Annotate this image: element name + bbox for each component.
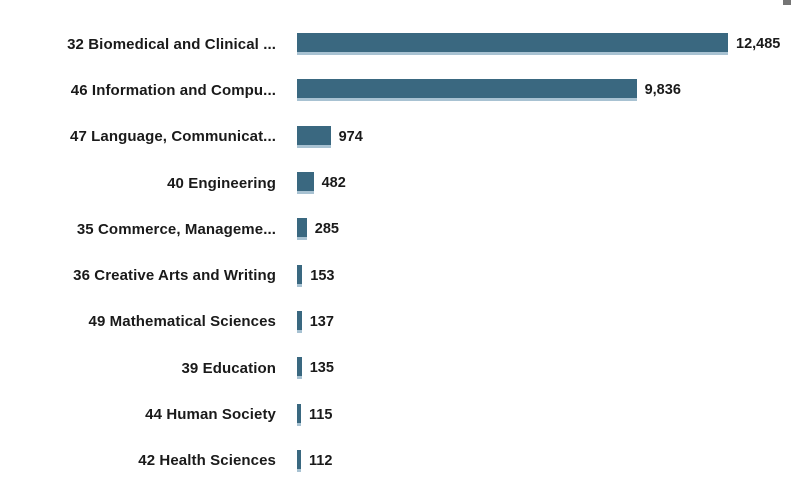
bar[interactable]: [297, 264, 303, 287]
value-label: 135: [309, 360, 334, 377]
cropped-corner-element: [783, 0, 791, 5]
category-label: 39 Education: [181, 359, 276, 377]
bar[interactable]: [297, 125, 331, 148]
value-label: 9,836: [644, 82, 681, 99]
bar-chart: 32 Biomedical and Clinical ... 12,485 46 I…: [0, 21, 791, 484]
bar-row: 39 Education 135: [0, 345, 791, 391]
category-label: 47 Language, Communicat...: [70, 128, 276, 146]
category-label: 44 Human Society: [145, 406, 276, 424]
bar[interactable]: [297, 449, 301, 472]
bar[interactable]: [297, 403, 301, 426]
category-label: 36 Creative Arts and Writing: [73, 267, 276, 285]
value-label: 482: [321, 175, 346, 192]
bar-row: 42 Health Sciences 112: [0, 438, 791, 484]
bar-row: 40 Engineering 482: [0, 160, 791, 206]
category-label: 49 Mathematical Sciences: [88, 313, 276, 331]
category-label: 35 Commerce, Manageme...: [76, 220, 276, 238]
category-label: 40 Engineering: [167, 174, 276, 192]
bar-row: 46 Information and Compu... 9,836: [0, 67, 791, 113]
bar[interactable]: [297, 33, 728, 56]
bar[interactable]: [297, 357, 302, 380]
bar-row: 49 Mathematical Sciences 137: [0, 299, 791, 345]
value-label: 153: [310, 267, 335, 284]
bar[interactable]: [297, 310, 302, 333]
bar-row: 36 Creative Arts and Writing 153: [0, 252, 791, 298]
bar-row: 32 Biomedical and Clinical ... 12,485: [0, 21, 791, 67]
bar-row: 35 Commerce, Manageme... 285: [0, 206, 791, 252]
category-label: 32 Biomedical and Clinical ...: [67, 35, 276, 53]
value-label: 137: [309, 313, 334, 330]
bar[interactable]: [297, 79, 637, 102]
value-label: 285: [314, 221, 339, 238]
bar-row: 47 Language, Communicat... 974: [0, 114, 791, 160]
bar[interactable]: [297, 218, 307, 241]
value-label: 974: [338, 128, 363, 145]
value-label: 115: [309, 406, 333, 423]
value-label: 12,485: [736, 36, 781, 53]
bar[interactable]: [297, 172, 314, 195]
value-label: 112: [309, 452, 333, 469]
category-label: 46 Information and Compu...: [70, 81, 276, 99]
bar-row: 44 Human Society 115: [0, 391, 791, 437]
category-label: 42 Health Sciences: [138, 452, 276, 470]
